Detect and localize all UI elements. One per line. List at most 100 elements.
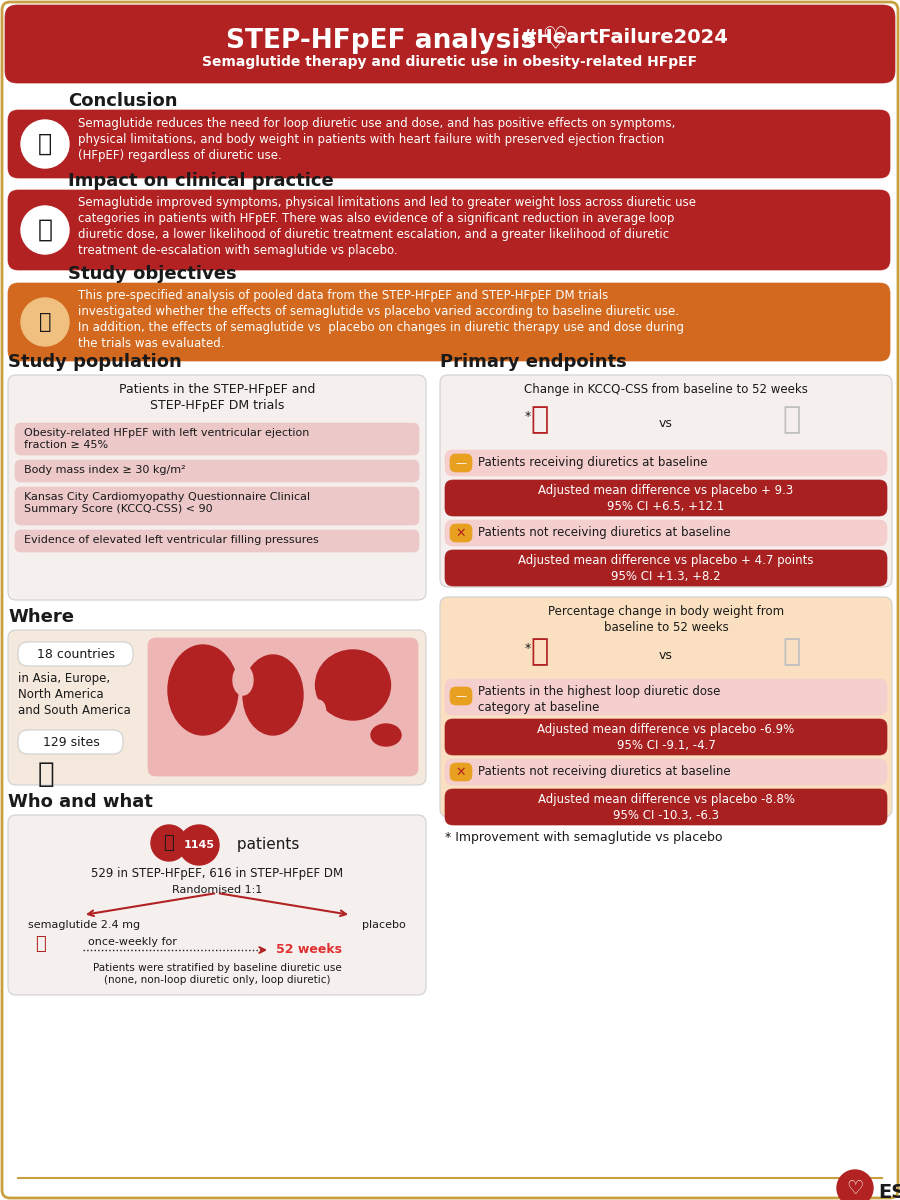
FancyBboxPatch shape [445, 520, 887, 546]
Circle shape [21, 120, 69, 168]
Text: 💉: 💉 [783, 404, 801, 434]
Text: Patients receiving diuretics at baseline: Patients receiving diuretics at baseline [478, 456, 707, 469]
FancyBboxPatch shape [5, 5, 895, 83]
Text: 529 in STEP-HFpEF, 616 in STEP-HFpEF DM: 529 in STEP-HFpEF, 616 in STEP-HFpEF DM [91, 866, 343, 880]
FancyBboxPatch shape [18, 730, 123, 754]
Circle shape [151, 826, 187, 862]
Text: Evidence of elevated left ventricular filling pressures: Evidence of elevated left ventricular fi… [24, 535, 319, 545]
Text: Adjusted mean difference vs placebo -8.8%
95% CI -10.3, -6.3: Adjusted mean difference vs placebo -8.8… [537, 793, 795, 822]
Ellipse shape [168, 646, 238, 734]
Text: vs: vs [659, 649, 673, 662]
FancyBboxPatch shape [15, 530, 419, 552]
Text: 129 sites: 129 sites [42, 736, 99, 749]
Text: once-weekly for: once-weekly for [88, 937, 177, 947]
FancyBboxPatch shape [450, 454, 472, 472]
FancyBboxPatch shape [445, 450, 887, 476]
Text: Randomised 1:1: Randomised 1:1 [172, 886, 262, 895]
Text: vs: vs [659, 416, 673, 430]
Text: *: * [525, 410, 535, 422]
Text: ESC: ESC [878, 1183, 900, 1200]
Text: Patients in the STEP-HFpEF and
STEP-HFpEF DM trials: Patients in the STEP-HFpEF and STEP-HFpE… [119, 383, 315, 412]
Text: 💉: 💉 [531, 637, 549, 666]
FancyBboxPatch shape [8, 110, 890, 178]
Text: Kansas City Cardiomyopathy Questionnaire Clinical
Summary Score (KCCQ-CSS) < 90: Kansas City Cardiomyopathy Questionnaire… [24, 492, 310, 514]
FancyBboxPatch shape [15, 422, 419, 455]
Text: Obesity-related HFpEF with left ventricular ejection
fraction ≥ 45%: Obesity-related HFpEF with left ventricu… [24, 428, 310, 450]
Text: 18 countries: 18 countries [37, 648, 115, 660]
FancyBboxPatch shape [445, 550, 887, 586]
Text: Study objectives: Study objectives [68, 265, 237, 283]
Text: This pre-specified analysis of pooled data from the STEP-HFpEF and STEP-HFpEF DM: This pre-specified analysis of pooled da… [78, 289, 684, 350]
Text: STEP-HFpEF analysis: STEP-HFpEF analysis [226, 28, 554, 54]
Circle shape [179, 826, 219, 865]
Text: #HeartFailure2024: #HeartFailure2024 [521, 28, 729, 47]
Text: 👤: 👤 [164, 834, 175, 852]
Circle shape [21, 298, 69, 346]
Text: ✕: ✕ [455, 527, 466, 540]
Text: in Asia, Europe,
North America
and South America: in Asia, Europe, North America and South… [18, 672, 130, 716]
FancyBboxPatch shape [450, 763, 472, 781]
FancyBboxPatch shape [445, 480, 887, 516]
FancyBboxPatch shape [148, 638, 418, 776]
Text: —: — [455, 458, 466, 468]
Circle shape [21, 206, 69, 254]
FancyBboxPatch shape [440, 374, 892, 587]
FancyBboxPatch shape [8, 630, 426, 785]
Ellipse shape [233, 665, 253, 695]
Text: Body mass index ≥ 30 kg/m²: Body mass index ≥ 30 kg/m² [24, 464, 185, 475]
Text: Patients were stratified by baseline diuretic use
(none, non-loop diuretic only,: Patients were stratified by baseline diu… [93, 962, 341, 985]
Text: Impact on clinical practice: Impact on clinical practice [68, 172, 334, 190]
Text: Percentage change in body weight from
baseline to 52 weeks: Percentage change in body weight from ba… [548, 605, 784, 634]
FancyBboxPatch shape [15, 460, 419, 482]
Text: 52 weeks: 52 weeks [276, 943, 342, 956]
Text: Change in KCCQ-CSS from baseline to 52 weeks: Change in KCCQ-CSS from baseline to 52 w… [524, 383, 808, 396]
Ellipse shape [243, 655, 303, 734]
Text: 💉: 💉 [531, 404, 549, 434]
Text: 💉: 💉 [783, 637, 801, 666]
FancyBboxPatch shape [8, 815, 426, 995]
Text: 🏥: 🏥 [38, 760, 54, 788]
FancyBboxPatch shape [18, 642, 133, 666]
Text: Primary endpoints: Primary endpoints [440, 353, 626, 371]
Ellipse shape [371, 724, 401, 746]
Text: ♡: ♡ [541, 26, 569, 55]
Text: Semaglutide reduces the need for loop diuretic use and dose, and has positive ef: Semaglutide reduces the need for loop di… [78, 116, 675, 162]
FancyBboxPatch shape [450, 686, 472, 704]
Text: Who and what: Who and what [8, 793, 153, 811]
FancyBboxPatch shape [8, 374, 426, 600]
FancyBboxPatch shape [8, 283, 890, 361]
FancyBboxPatch shape [445, 679, 887, 715]
Text: 💉: 💉 [34, 935, 45, 953]
Text: Semaglutide improved symptoms, physical limitations and led to greater weight lo: Semaglutide improved symptoms, physical … [78, 196, 696, 257]
FancyBboxPatch shape [445, 790, 887, 826]
Text: 1145: 1145 [184, 840, 214, 850]
Text: Patients in the highest loop diuretic dose
category at baseline: Patients in the highest loop diuretic do… [478, 685, 720, 714]
Text: Patients not receiving diuretics at baseline: Patients not receiving diuretics at base… [478, 526, 731, 539]
Text: 🔖: 🔖 [39, 312, 51, 332]
Text: Where: Where [8, 608, 74, 626]
Text: Study population: Study population [8, 353, 182, 371]
Text: Semaglutide therapy and diuretic use in obesity-related HFpEF: Semaglutide therapy and diuretic use in … [202, 55, 698, 68]
FancyBboxPatch shape [450, 524, 472, 542]
Text: * Improvement with semaglutide vs placebo: * Improvement with semaglutide vs placeb… [445, 830, 723, 844]
Text: ♡: ♡ [846, 1178, 864, 1198]
Circle shape [837, 1170, 873, 1200]
Text: ❗: ❗ [38, 218, 52, 242]
Ellipse shape [316, 650, 391, 720]
FancyBboxPatch shape [445, 758, 887, 785]
Ellipse shape [310, 700, 326, 720]
Text: Adjusted mean difference vs placebo -6.9%
95% CI -9.1, -4.7: Adjusted mean difference vs placebo -6.9… [537, 722, 795, 752]
Text: Conclusion: Conclusion [68, 92, 177, 110]
Text: *: * [525, 642, 535, 655]
FancyBboxPatch shape [15, 487, 419, 526]
Text: Patients not receiving diuretics at baseline: Patients not receiving diuretics at base… [478, 766, 731, 778]
Text: Adjusted mean difference vs placebo + 4.7 points
95% CI +1.3, +8.2: Adjusted mean difference vs placebo + 4.… [518, 554, 814, 583]
Text: patients: patients [232, 838, 300, 852]
Text: semaglutide 2.4 mg: semaglutide 2.4 mg [28, 920, 140, 930]
FancyBboxPatch shape [8, 190, 890, 270]
Text: —: — [455, 691, 466, 701]
Text: Adjusted mean difference vs placebo + 9.3
95% CI +6.5, +12.1: Adjusted mean difference vs placebo + 9.… [538, 484, 794, 514]
Text: 👍: 👍 [38, 132, 52, 156]
FancyBboxPatch shape [440, 596, 892, 817]
Text: ✕: ✕ [455, 766, 466, 779]
